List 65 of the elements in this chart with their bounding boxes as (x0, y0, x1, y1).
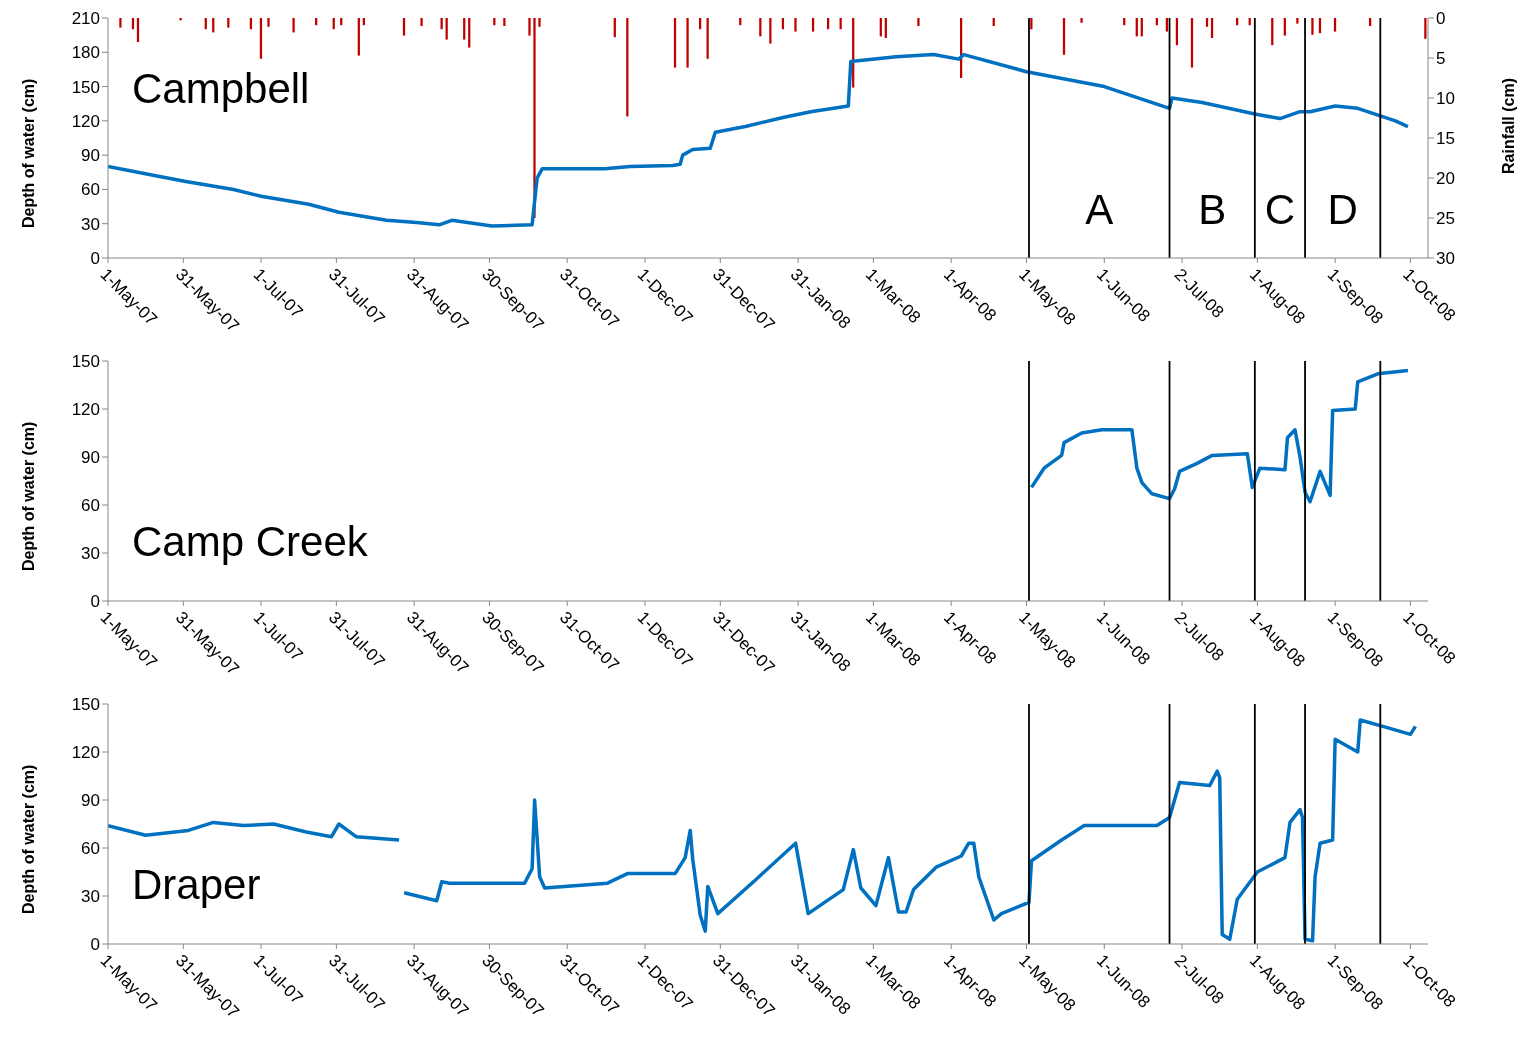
bar (227, 18, 230, 28)
bar (686, 18, 689, 68)
bar (292, 18, 295, 33)
y2-tick-label: 5 (1436, 49, 1446, 69)
bar (1311, 18, 1314, 35)
y-tick-label: 180 (71, 43, 100, 63)
y-tick-label: 0 (90, 935, 100, 955)
bar (811, 18, 815, 32)
y-tick-label: 30 (81, 887, 100, 907)
y-tick-label: 60 (81, 839, 100, 859)
bar (402, 18, 406, 36)
y2-tick-label: 30 (1436, 249, 1455, 269)
y-axis-title: Depth of water (cm) (19, 421, 37, 571)
bar (1283, 18, 1286, 36)
y-tick-label: 210 (71, 9, 100, 29)
bar (1296, 18, 1299, 24)
y-tick-label: 0 (90, 249, 100, 269)
bar (420, 18, 423, 26)
bar (503, 18, 506, 26)
bar (119, 18, 122, 28)
y-axis-title: Depth of water (cm) (19, 764, 37, 914)
text: Camp Creek (132, 518, 368, 565)
bar (1205, 18, 1209, 27)
annotation: D (1327, 186, 1358, 233)
text: Campbell (132, 65, 310, 112)
bar (1030, 18, 1033, 30)
y2-tick-label: 20 (1436, 169, 1455, 189)
y-tick-label: 150 (71, 695, 100, 715)
annotation: C (1264, 186, 1296, 233)
annotation: B (1198, 186, 1227, 233)
y2-tick-label: 25 (1436, 209, 1455, 229)
y-tick-label: 90 (81, 146, 100, 166)
y-tick-label: 60 (81, 496, 100, 516)
y2-tick-label: 15 (1436, 129, 1455, 149)
y-tick-label: 150 (71, 352, 100, 372)
bar (769, 18, 772, 44)
y-axis-title: Depth of water (cm) (19, 78, 37, 228)
bar (528, 18, 531, 36)
bar (463, 18, 466, 40)
y-tick-label: 0 (90, 592, 100, 612)
bar (917, 18, 920, 26)
y-tick-label: 120 (71, 111, 100, 131)
y2-tick-label: 0 (1436, 9, 1446, 29)
y-tick-label: 30 (81, 214, 100, 234)
y-tick-label: 60 (81, 180, 100, 200)
y-tick-label: 120 (71, 743, 100, 763)
bar (445, 18, 448, 40)
line-series (108, 52, 1410, 228)
y-tick-label: 120 (71, 400, 100, 420)
bar (468, 18, 471, 48)
y-tick-label: 90 (81, 791, 100, 811)
bar (267, 18, 270, 27)
bar (1333, 18, 1337, 32)
y-tick-label: 30 (81, 544, 100, 564)
bar (1165, 18, 1169, 32)
y-tick-label: 90 (81, 448, 100, 468)
y2-axis-title: Rainfall (cm) (1499, 78, 1517, 175)
line-series (1029, 368, 1410, 504)
y-tick-label: 150 (71, 77, 100, 97)
text: Draper (132, 861, 261, 908)
bar (538, 18, 541, 27)
bar (794, 18, 797, 32)
y2-tick-label: 10 (1436, 89, 1455, 109)
bar (1080, 18, 1083, 23)
annotation: A (1085, 186, 1114, 233)
